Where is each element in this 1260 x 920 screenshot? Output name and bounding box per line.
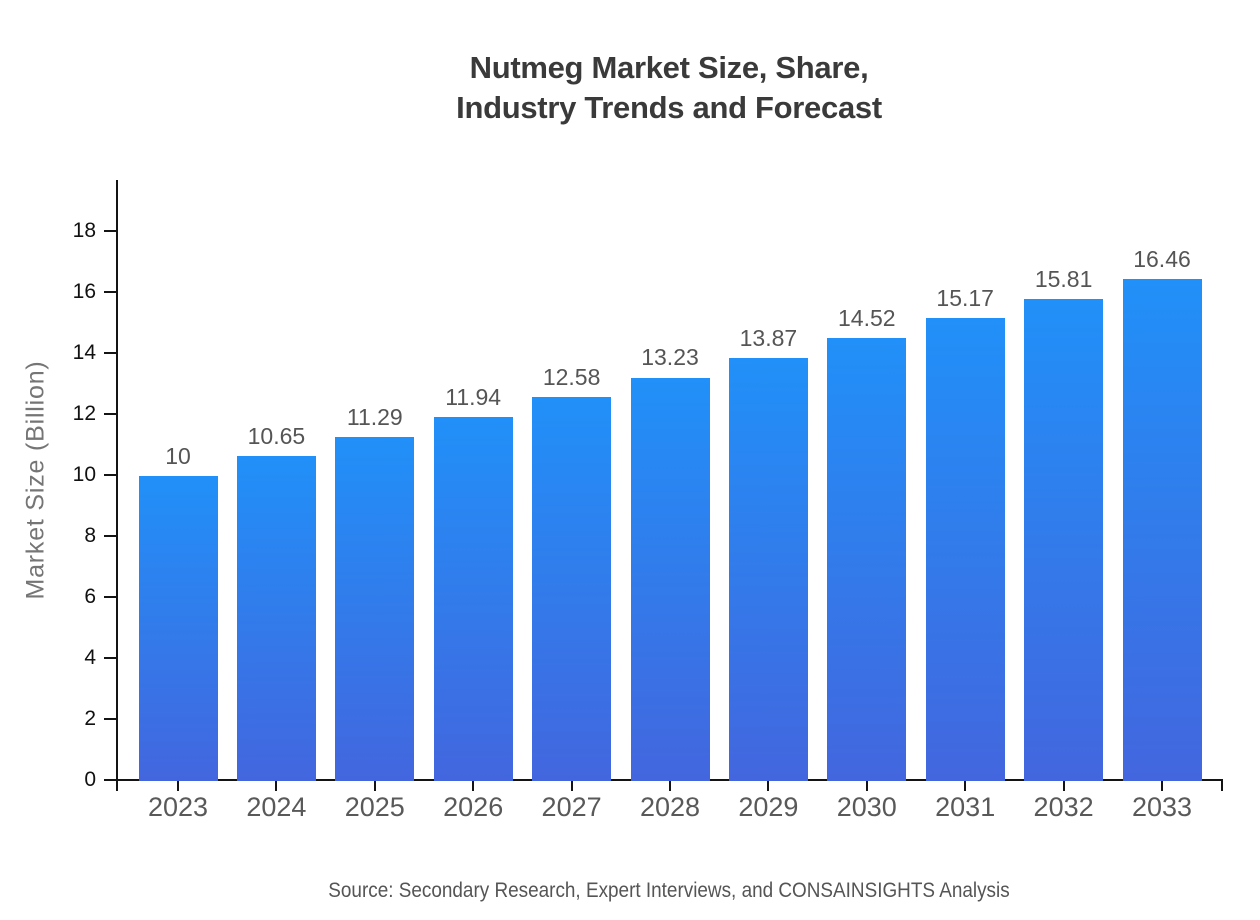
y-tick-label: 16: [72, 280, 96, 303]
y-tick-label: 0: [84, 768, 96, 791]
bar-2033: [1122, 278, 1202, 781]
x-tick-label: 2023: [147, 792, 209, 822]
x-tick-label: 2026: [443, 792, 504, 822]
y-tick: [104, 291, 116, 293]
y-tick: [104, 718, 116, 720]
bar-value-label: 15.81: [1034, 265, 1093, 292]
bar-2024: [236, 456, 316, 781]
y-tick: [104, 657, 116, 659]
y-tick: [104, 596, 116, 598]
x-tick-label: 2033: [1131, 792, 1193, 822]
x-tick: [669, 781, 671, 791]
y-tick: [104, 413, 116, 415]
bar-value-label: 12.58: [542, 364, 601, 391]
x-tick: [177, 781, 179, 791]
bar-value-label: 11.94: [445, 383, 502, 410]
x-tick: [472, 781, 475, 791]
bar-value-label: 13.23: [641, 344, 699, 371]
x-tick-label: 2028: [639, 792, 701, 822]
y-tick-label: 18: [72, 219, 96, 242]
chart-title-line2: Industry Trends and Forecast: [456, 90, 882, 125]
x-tick-label: 2029: [738, 792, 799, 822]
bar-2027: [532, 397, 612, 781]
y-tick-label: 10: [72, 463, 96, 486]
x-tick-label: 2025: [344, 792, 405, 822]
x-tick: [570, 781, 573, 791]
bar-2032: [1024, 298, 1104, 781]
bar-value-label: 14.52: [838, 305, 896, 332]
y-tick-label: 14: [72, 341, 96, 364]
bar-value-label: 10.65: [247, 423, 306, 450]
bar-value-label: 10: [165, 443, 191, 469]
x-axis-end-tick: [1221, 781, 1223, 791]
bar-2030: [827, 338, 907, 781]
x-tick: [275, 781, 278, 791]
bar-2029: [728, 357, 808, 781]
bar-2028: [630, 377, 710, 781]
x-tick: [964, 781, 967, 791]
y-tick: [104, 535, 116, 537]
y-tick: [104, 779, 116, 781]
bar-value-label: 15.17: [936, 285, 994, 312]
bar-2023: [138, 476, 218, 781]
y-tick-label: 8: [84, 524, 96, 547]
x-tick-label: 2027: [541, 792, 602, 822]
bar-2025: [335, 436, 415, 781]
source-note: Source: Secondary Research, Expert Inter…: [328, 878, 1010, 902]
x-tick-label: 2031: [935, 792, 996, 822]
y-tick: [104, 474, 116, 476]
chart-title: Nutmeg Market Size, Share, Industry Tren…: [78, 48, 1260, 128]
y-axis-spine: [116, 180, 118, 791]
bar-2031: [925, 318, 1005, 781]
x-tick: [1161, 781, 1163, 791]
x-tick: [865, 781, 868, 791]
x-tick: [767, 781, 770, 791]
y-tick-label: 6: [84, 585, 96, 608]
x-tick: [373, 781, 376, 791]
bar-value-label: 16.46: [1133, 245, 1191, 272]
bar-2026: [433, 416, 513, 781]
bar-value-label: 13.87: [739, 324, 798, 351]
bar-value-label: 11.29: [346, 403, 403, 430]
y-tick-label: 12: [72, 402, 96, 425]
x-tick-label: 2024: [246, 792, 307, 822]
y-tick: [104, 352, 116, 354]
plot-area: 0 2 4 6 8 10 12 14 16 18 10 2023 10.65 2024 11.29 2025 1…: [73, 180, 1223, 822]
x-tick: [1062, 781, 1065, 791]
y-tick: [104, 230, 116, 232]
chart-title-line1: Nutmeg Market Size, Share,: [469, 50, 869, 85]
y-tick-label: 4: [84, 646, 96, 669]
x-tick-label: 2030: [836, 792, 897, 822]
x-tick-label: 2032: [1033, 792, 1094, 822]
y-tick-label: 2: [84, 707, 96, 730]
